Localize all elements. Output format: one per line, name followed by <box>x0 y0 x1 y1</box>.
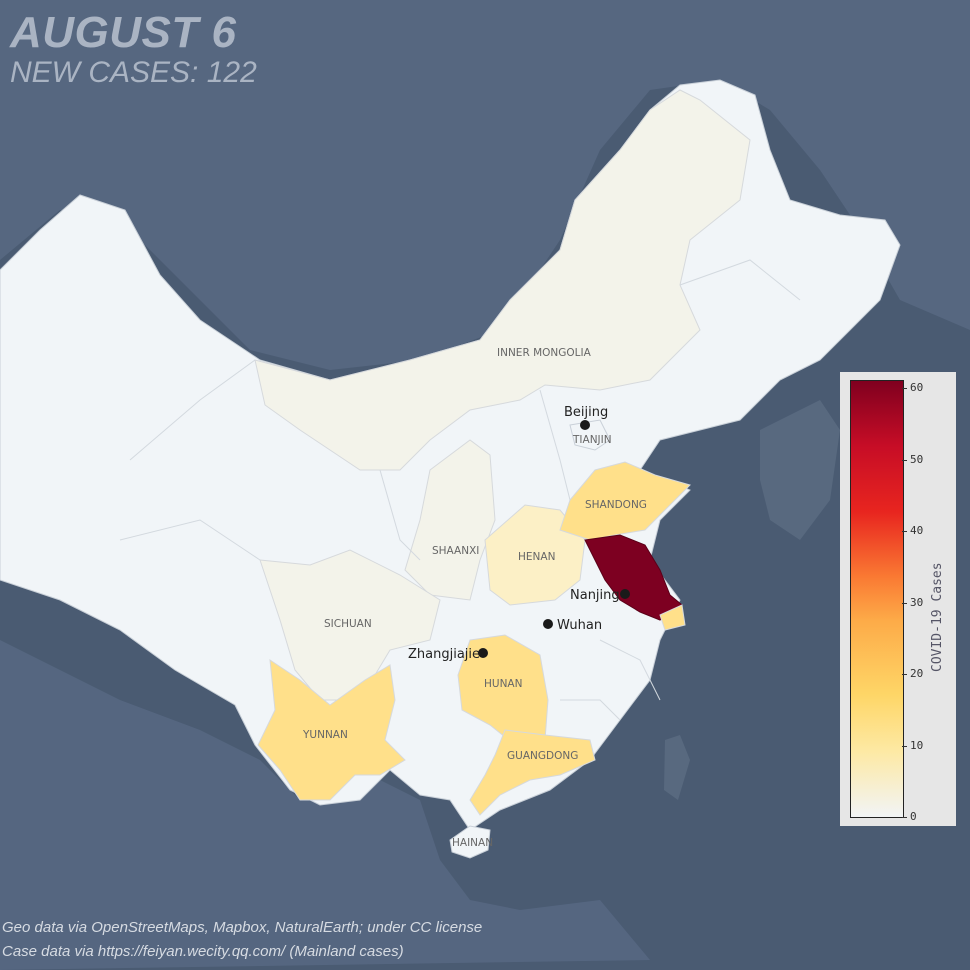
province-zhejiang[interactable] <box>659 604 686 631</box>
city-marker-wuhan[interactable] <box>543 619 553 629</box>
tick-label: 10 <box>910 739 924 752</box>
province-inner-mongolia[interactable] <box>254 89 751 471</box>
neighbor-land-south <box>0 640 650 970</box>
tick-label: 50 <box>910 453 924 466</box>
label-henan: HENAN <box>518 551 555 563</box>
city-marker-nanjing[interactable] <box>620 589 630 599</box>
tick-mark <box>902 388 907 389</box>
tick-mark <box>902 603 907 604</box>
label-hunan: HUNAN <box>484 678 522 690</box>
province-guangdong[interactable] <box>469 729 596 816</box>
tick-label: 60 <box>910 381 924 394</box>
label-guangdong: GUANGDONG <box>507 750 578 762</box>
label-inner-mongolia: INNER MONGOLIA <box>497 347 592 359</box>
label-shandong: SHANDONG <box>585 499 647 511</box>
label-tianjin: TIANJIN <box>572 434 612 446</box>
colorbar-gradient <box>850 380 904 818</box>
city-marker-zhangjiajie[interactable] <box>478 648 488 658</box>
province-sichuan[interactable] <box>259 549 441 701</box>
city-label-wuhan: Wuhan <box>557 618 602 633</box>
city-label-zhangjiajie: Zhangjiajie <box>408 647 480 662</box>
label-sichuan: SICHUAN <box>324 618 372 630</box>
tick-mark <box>902 746 907 747</box>
label-yunnan: YUNNAN <box>302 729 348 741</box>
province-borders <box>119 259 801 721</box>
city-label-beijing: Beijing <box>564 405 608 420</box>
tick-label: 20 <box>910 667 924 680</box>
province-yunnan[interactable] <box>257 658 406 801</box>
tick-mark <box>902 531 907 532</box>
neighbor-land-north <box>0 0 970 370</box>
colorbar-title: COVID-19 Cases <box>930 562 945 672</box>
geo-credit: Geo data via OpenStreetMaps, Mapbox, Nat… <box>2 919 483 936</box>
province-tianjin[interactable] <box>569 419 611 451</box>
tick-mark <box>902 460 907 461</box>
case-credit: Case data via https://feiyan.wecity.qq.c… <box>2 943 404 960</box>
city-label-nanjing: Nanjing <box>570 588 620 603</box>
province-shaanxi[interactable] <box>404 439 496 601</box>
province-hainan[interactable] <box>449 825 491 859</box>
tick-label: 40 <box>910 524 924 537</box>
province-shandong[interactable] <box>559 461 691 541</box>
date-title: AUGUST 6 <box>10 8 237 57</box>
city-marker-beijing[interactable] <box>580 420 590 430</box>
tick-mark <box>902 817 907 818</box>
tick-label: 0 <box>910 810 917 823</box>
label-shaanxi: SHAANXI <box>432 545 479 557</box>
neighbor-land-korea-japan <box>760 400 840 540</box>
colorbar-legend: 60 50 40 30 20 10 0 <box>840 372 956 826</box>
new-cases-subtitle: NEW CASES: 122 <box>10 56 257 89</box>
tick-mark <box>902 674 907 675</box>
label-hainan: HAINAN <box>452 837 493 849</box>
tick-label: 30 <box>910 596 924 609</box>
taiwan <box>664 735 690 800</box>
